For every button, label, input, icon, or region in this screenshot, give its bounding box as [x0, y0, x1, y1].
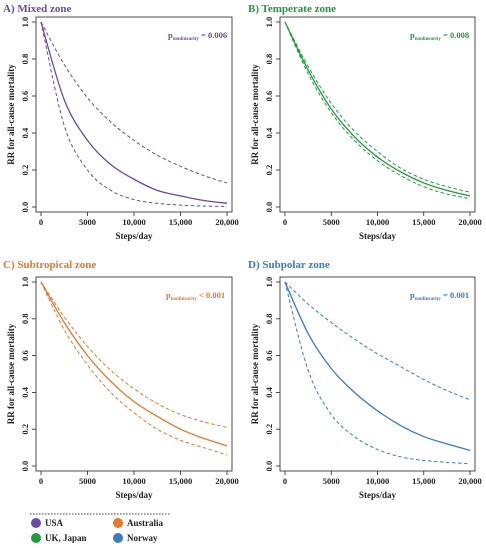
series-line-estimate [40, 21, 228, 204]
y-tick-label: 1.0 [20, 17, 30, 28]
legend-label: UK, Japan [45, 533, 87, 543]
x-axis-label: Steps/day [359, 490, 397, 500]
series-line-lower [40, 281, 228, 456]
x-tick-label: 10,000 [122, 476, 145, 486]
x-tick-label: 0 [283, 476, 287, 486]
series-line-upper [284, 21, 471, 193]
x-tick-label: 10,000 [122, 217, 145, 227]
y-tick-label: 0.8 [20, 54, 30, 65]
y-tick-label: 1.0 [264, 17, 274, 28]
panel-title: A) Mixed zone [3, 3, 72, 15]
p-value-annotation: pnonlinearity = 0.006 [168, 30, 227, 42]
series-line-estimate [40, 281, 228, 447]
legend-swatch [113, 518, 123, 528]
y-tick-label: 0.0 [20, 202, 30, 213]
y-axis-label: RR for all-cause mortality [6, 323, 16, 424]
x-axis-label: Steps/day [359, 231, 397, 241]
x-tick-label: 15,000 [169, 217, 192, 227]
y-tick-label: 0.0 [20, 461, 30, 472]
legend: USA Australia UK, Japan Norway [30, 513, 170, 543]
x-tick-label: 0 [39, 217, 43, 227]
x-tick-label: 15,000 [412, 476, 435, 486]
x-tick-label: 20,000 [458, 217, 481, 227]
y-tick-label: 0.6 [264, 91, 274, 102]
x-tick-label: 10,000 [366, 476, 389, 486]
x-tick-label: 0 [283, 217, 287, 227]
plot-frame [35, 16, 233, 213]
legend-label: Australia [127, 518, 164, 528]
y-tick-label: 0.8 [20, 313, 30, 324]
y-tick-label: 0.6 [264, 350, 274, 361]
y-tick-label: 0.0 [264, 461, 274, 472]
y-tick-label: 0.6 [20, 91, 30, 102]
x-tick-label: 5000 [79, 217, 96, 227]
y-tick-label: 0.4 [264, 386, 274, 397]
plot-frame [35, 276, 233, 472]
legend-label: Norway [127, 533, 158, 543]
series-line-estimate [284, 21, 471, 197]
plot-frame [279, 276, 476, 472]
y-tick-label: 0.4 [264, 127, 274, 138]
x-axis-label: Steps/day [115, 490, 153, 500]
series-line-estimate [284, 281, 471, 451]
x-tick-label: 20,000 [215, 476, 238, 486]
y-tick-label: 0.0 [264, 202, 274, 213]
y-tick-label: 0.4 [20, 386, 30, 397]
x-tick-label: 10,000 [366, 217, 389, 227]
y-tick-label: 1.0 [20, 277, 30, 288]
x-tick-label: 15,000 [169, 476, 192, 486]
legend-swatch [31, 518, 41, 528]
series-line-lower [40, 21, 228, 207]
series-line-lower [284, 21, 471, 200]
y-axis-label: RR for all-cause mortality [6, 64, 16, 165]
legend-swatch [31, 533, 41, 543]
y-tick-label: 1.0 [264, 277, 274, 288]
y-tick-label: 0.4 [20, 127, 30, 138]
y-tick-label: 0.2 [264, 165, 274, 176]
x-tick-label: 5000 [323, 476, 340, 486]
chart-panel-1: A) Mixed zone 0 5000 10,000 15,000 20,000 0.0 0… [3, 3, 239, 241]
x-tick-label: 5000 [79, 476, 96, 486]
y-tick-label: 0.6 [20, 350, 30, 361]
panel-title: B) Temperate zone [248, 3, 336, 15]
y-axis-label: RR for all-cause mortality [250, 64, 260, 165]
panel-title: C) Subtropical zone [3, 259, 96, 271]
series-line-upper [40, 21, 228, 184]
series-line-lower [284, 281, 471, 465]
x-tick-label: 20,000 [458, 476, 481, 486]
p-value-annotation: pnonlinearity = 0.001 [410, 290, 469, 302]
x-tick-label: 5000 [323, 217, 340, 227]
p-value-annotation: pnonlinearity = 0.008 [410, 30, 469, 42]
y-tick-label: 0.2 [20, 424, 30, 435]
chart-panel-3: C) Subtropical zone 0 5000 10,000 15,000 20,0… [3, 259, 239, 500]
chart-panel-4: D) Subpolar zone 0 5000 10,000 15,000 20,000 0… [248, 259, 482, 500]
x-tick-label: 15,000 [412, 217, 435, 227]
y-tick-label: 0.8 [264, 54, 274, 65]
x-axis-label: Steps/day [115, 231, 153, 241]
series-line-upper [40, 281, 228, 428]
legend-label: USA [45, 518, 64, 528]
series-line-upper [284, 281, 471, 401]
plot-frame [279, 16, 476, 213]
x-tick-label: 20,000 [215, 217, 238, 227]
x-tick-label: 0 [39, 476, 43, 486]
panel-title: D) Subpolar zone [248, 259, 330, 271]
y-tick-label: 0.2 [264, 424, 274, 435]
p-value-annotation: pnonlinearity < 0.001 [166, 290, 225, 302]
chart-panel-2: B) Temperate zone 0 5000 10,000 15,000 20,000… [248, 3, 482, 241]
legend-swatch [113, 533, 123, 543]
y-axis-label: RR for all-cause mortality [250, 323, 260, 424]
y-tick-label: 0.8 [264, 313, 274, 324]
y-tick-label: 0.2 [20, 165, 30, 176]
